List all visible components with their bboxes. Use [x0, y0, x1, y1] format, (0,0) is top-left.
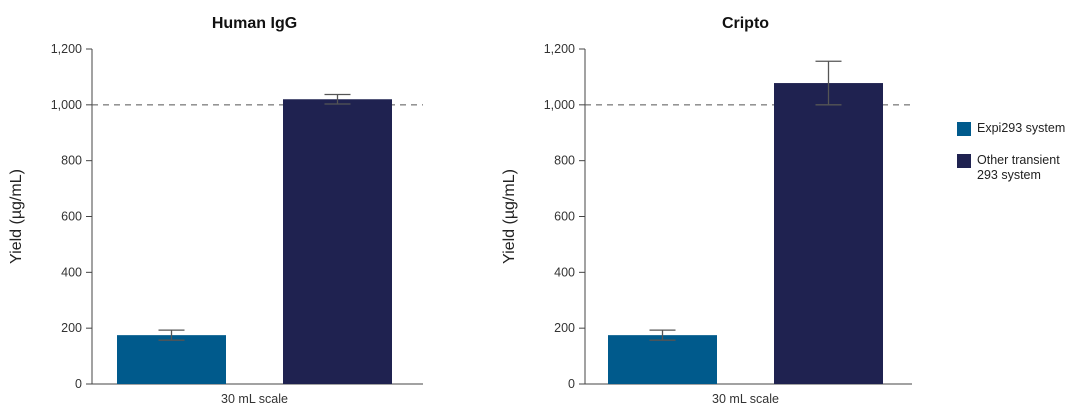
legend-swatch-expi293	[957, 122, 971, 136]
y-tick-label: 1,200	[51, 42, 82, 56]
legend-item-other-transient: Other transient 293 system	[957, 153, 1092, 183]
chart-panel-2: Cripto Yield (µg/mL) 0 200 400 600 800 1,000 1,2…	[501, 15, 912, 406]
legend-swatch-other-transient	[957, 154, 971, 168]
bar-other-transient	[774, 83, 883, 384]
legend-label-other-transient: Other transient 293 system	[977, 153, 1060, 182]
y-axis-label: Yield (µg/mL)	[8, 169, 25, 264]
y-tick-label: 600	[554, 210, 575, 224]
y-tick-label: 200	[61, 321, 82, 335]
chart-title: Human IgG	[212, 15, 297, 32]
chart-title: Cripto	[722, 15, 769, 32]
bar-other-transient	[283, 99, 392, 384]
bar-expi293	[608, 335, 717, 384]
y-tick-label: 200	[554, 321, 575, 335]
x-axis-label: 30 mL scale	[712, 392, 779, 406]
y-tick-label: 400	[554, 265, 575, 279]
y-tick-label: 0	[568, 377, 575, 391]
y-tick-label: 800	[61, 154, 82, 168]
x-axis-label: 30 mL scale	[221, 392, 288, 406]
y-tick-label: 0	[75, 377, 82, 391]
y-tick-label: 600	[61, 210, 82, 224]
bar-expi293	[117, 335, 226, 384]
y-tick-label: 1,000	[51, 98, 82, 112]
y-tick-label: 800	[554, 154, 575, 168]
y-tick-label: 1,000	[544, 98, 575, 112]
legend: Expi293 system Other transient 293 syste…	[957, 121, 1092, 200]
y-tick-label: 1,200	[544, 42, 575, 56]
y-tick-label: 400	[61, 265, 82, 279]
legend-label-expi293: Expi293 system	[977, 121, 1066, 135]
chart-panel-1: Human IgG Yield (µg/mL) 0 200 400 600 800 1,000…	[8, 15, 423, 406]
legend-item-expi293: Expi293 system	[957, 121, 1092, 136]
y-axis-label: Yield (µg/mL)	[501, 169, 518, 264]
